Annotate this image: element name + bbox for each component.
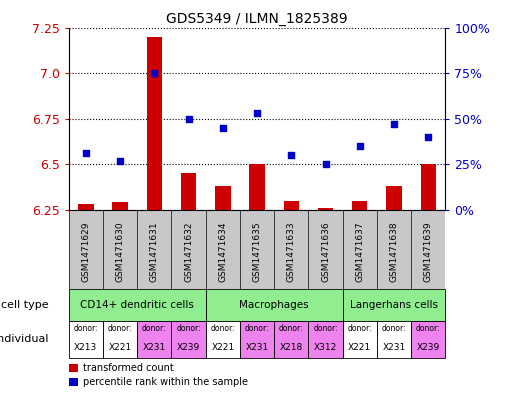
- Text: X231: X231: [382, 343, 406, 352]
- Text: X231: X231: [245, 343, 269, 352]
- Bar: [411, 321, 445, 358]
- Bar: [112, 202, 128, 210]
- Bar: [274, 321, 308, 358]
- Bar: [147, 37, 162, 210]
- Text: donor:: donor:: [108, 324, 132, 333]
- Text: donor:: donor:: [245, 324, 269, 333]
- Bar: [343, 321, 377, 358]
- Text: cell type: cell type: [1, 300, 48, 310]
- Text: individual: individual: [0, 334, 48, 344]
- Bar: [78, 204, 94, 210]
- Text: GSM1471639: GSM1471639: [424, 222, 433, 282]
- Text: GSM1471634: GSM1471634: [218, 222, 228, 282]
- Point: [253, 110, 261, 116]
- Text: transformed count: transformed count: [83, 363, 174, 373]
- Bar: [240, 321, 274, 358]
- Bar: [420, 164, 436, 210]
- Point: [287, 152, 295, 158]
- Point: [424, 134, 432, 140]
- Text: donor:: donor:: [142, 324, 166, 333]
- Text: CD14+ dendritic cells: CD14+ dendritic cells: [80, 300, 194, 310]
- Text: GSM1471633: GSM1471633: [287, 222, 296, 282]
- Text: X312: X312: [314, 343, 337, 352]
- Text: Langerhans cells: Langerhans cells: [350, 300, 438, 310]
- Bar: [308, 321, 343, 358]
- Text: donor:: donor:: [73, 324, 98, 333]
- Text: GSM1471629: GSM1471629: [81, 222, 90, 282]
- Text: donor:: donor:: [382, 324, 406, 333]
- Text: donor:: donor:: [313, 324, 338, 333]
- Bar: [103, 321, 137, 358]
- Bar: [352, 200, 367, 210]
- Text: GSM1471630: GSM1471630: [116, 222, 125, 282]
- Text: donor:: donor:: [211, 324, 235, 333]
- Point: [322, 161, 330, 167]
- Text: X231: X231: [143, 343, 166, 352]
- Bar: [137, 321, 172, 358]
- Bar: [343, 289, 445, 321]
- Text: GSM1471632: GSM1471632: [184, 222, 193, 282]
- Title: GDS5349 / ILMN_1825389: GDS5349 / ILMN_1825389: [166, 13, 348, 26]
- Bar: [69, 378, 78, 386]
- Point: [356, 143, 364, 149]
- Text: donor:: donor:: [348, 324, 372, 333]
- Point: [219, 125, 227, 131]
- Bar: [284, 200, 299, 210]
- Text: X221: X221: [211, 343, 234, 352]
- Text: GSM1471637: GSM1471637: [355, 222, 364, 282]
- Point: [184, 116, 192, 122]
- Bar: [386, 186, 402, 210]
- Bar: [318, 208, 333, 210]
- Bar: [69, 321, 103, 358]
- Bar: [69, 364, 78, 372]
- Text: X218: X218: [279, 343, 303, 352]
- Point: [150, 70, 158, 76]
- Text: GSM1471635: GSM1471635: [252, 222, 262, 282]
- Bar: [249, 164, 265, 210]
- Text: X239: X239: [417, 343, 440, 352]
- Text: donor:: donor:: [279, 324, 303, 333]
- Bar: [69, 289, 206, 321]
- Text: donor:: donor:: [176, 324, 201, 333]
- Point: [116, 157, 124, 163]
- Bar: [377, 321, 411, 358]
- Bar: [172, 321, 206, 358]
- Text: GSM1471636: GSM1471636: [321, 222, 330, 282]
- Bar: [215, 186, 231, 210]
- Bar: [181, 173, 196, 210]
- Bar: [206, 289, 343, 321]
- Text: Macrophages: Macrophages: [239, 300, 309, 310]
- Text: percentile rank within the sample: percentile rank within the sample: [83, 377, 248, 387]
- Text: GSM1471631: GSM1471631: [150, 222, 159, 282]
- Text: X221: X221: [348, 343, 372, 352]
- Text: X239: X239: [177, 343, 200, 352]
- Text: GSM1471638: GSM1471638: [389, 222, 399, 282]
- Point: [82, 150, 90, 156]
- Bar: [206, 321, 240, 358]
- Point: [390, 121, 398, 127]
- Text: donor:: donor:: [416, 324, 441, 333]
- Text: X213: X213: [74, 343, 97, 352]
- Text: X221: X221: [108, 343, 132, 352]
